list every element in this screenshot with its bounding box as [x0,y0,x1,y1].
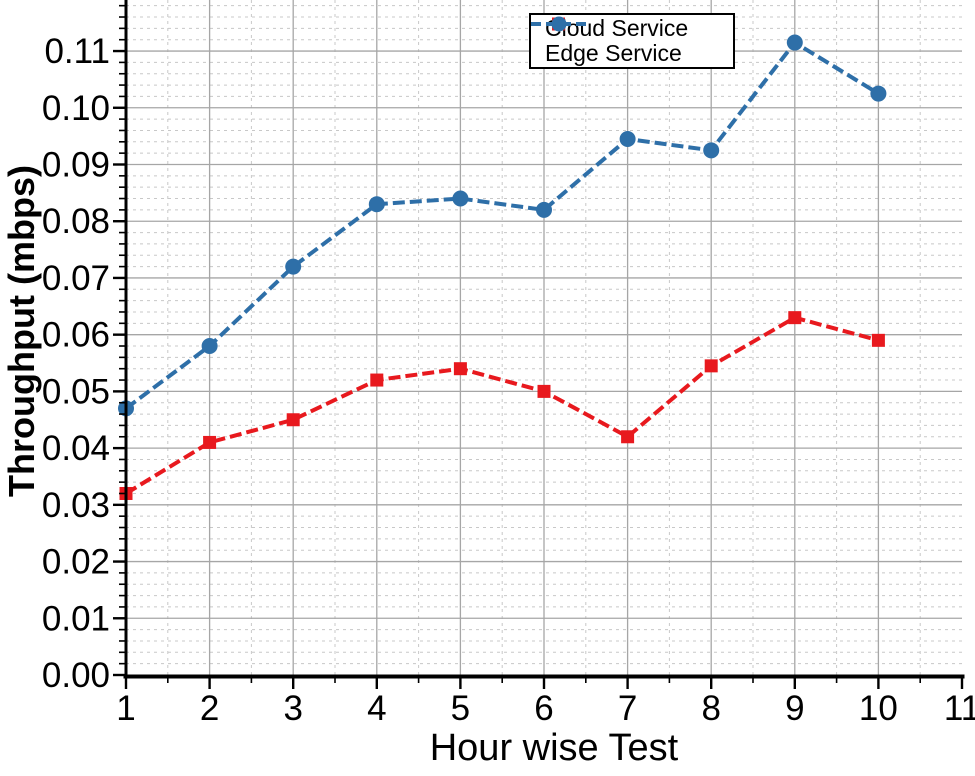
data-point-marker [621,430,635,444]
y-tick-label: 0.06 [42,316,110,355]
x-tick-label: 1 [116,689,135,728]
data-point-marker [452,190,469,207]
data-point-marker [285,258,302,275]
data-point-marker [619,130,636,147]
circle-marker-icon [551,16,567,32]
x-tick-label: 2 [200,689,219,728]
data-point-marker [537,384,551,398]
legend-item-edge-service: Edge Service [531,16,733,67]
x-tick-label: 8 [701,689,720,728]
x-tick-label: 5 [451,689,470,728]
y-tick-label: 0.09 [42,145,110,184]
legend: Cloud Service Edge Service [529,13,735,69]
y-tick-label: 0.10 [42,89,110,128]
axis-ticks [113,4,964,689]
y-tick-label: 0.11 [44,32,110,71]
y-tick-label: 0.02 [42,543,110,582]
data-point-marker [368,196,385,213]
data-point-marker [704,359,718,373]
x-tick-label: 7 [618,689,637,728]
x-tick-label: 10 [859,689,898,728]
data-point-marker [703,142,720,159]
data-point-marker [871,333,885,347]
tick-labels: 0.00 0.01 0.02 0.03 0.04 0.05 0.06 0.07 0.08 0.09… [42,32,975,728]
data-point-marker [536,201,552,218]
y-tick-label: 0.07 [42,259,110,298]
x-tick-label: 9 [785,689,804,728]
series-markers [118,34,887,500]
edge-service-line-sample [531,16,587,32]
data-point-marker [286,413,300,427]
data-point-marker [203,435,217,449]
x-tick-label: 3 [283,689,302,728]
x-tick-label: 6 [534,689,553,728]
major-gridlines [126,0,962,675]
minor-gridlines [126,0,962,675]
series-line-edge-service [124,39,880,411]
y-tick-label: 0.05 [42,372,110,411]
data-point-marker [370,373,384,387]
y-axis-title: Throughput (mbps) [1,165,42,497]
y-tick-label: 0.04 [42,429,110,468]
legend-label: Cloud Service [545,14,689,41]
data-point-marker [201,338,218,355]
data-point-marker [786,34,803,51]
y-tick-label: 0.01 [42,599,110,638]
data-point-marker [453,362,467,376]
x-tick-label: 11 [944,689,975,728]
data-point-marker [788,311,802,325]
data-point-marker [870,85,887,102]
legend-label: Edge Service [545,40,682,67]
y-tick-label: 0.00 [42,656,110,695]
series-line-cloud-service [124,315,879,496]
y-tick-label: 0.03 [42,486,110,525]
series-lines [124,39,880,496]
x-tick-label: 4 [367,689,386,728]
y-tick-label: 0.08 [42,202,110,241]
x-axis-title: Hour wise Test [429,727,679,769]
